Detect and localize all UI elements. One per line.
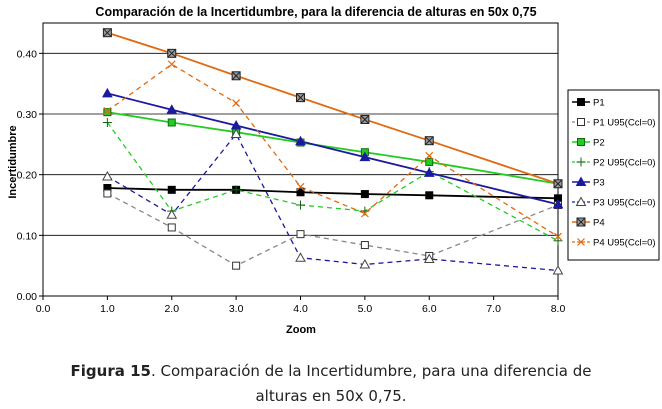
legend-label: P4 U95(Ccl=0) xyxy=(593,238,656,249)
x-tick-label: 2.0 xyxy=(164,303,179,315)
data-point-P2 xyxy=(103,108,112,117)
data-point-P4 xyxy=(167,48,177,58)
data-point-P4 U95(Ccl=0) xyxy=(425,151,434,160)
data-point-P3 U95(Ccl=0) xyxy=(295,252,306,262)
data-point-P3 xyxy=(359,151,371,162)
data-point-P4 xyxy=(424,136,434,146)
data-point-P2 U95(Ccl=0) xyxy=(553,236,563,246)
data-point-P2 U95(Ccl=0) xyxy=(231,185,241,195)
x-tick-label: 4.0 xyxy=(293,303,308,315)
x-tick-label: 8.0 xyxy=(551,303,566,315)
legend-marker xyxy=(577,118,585,126)
x-tick-label: 1.0 xyxy=(100,303,115,315)
legend-marker xyxy=(575,176,587,186)
data-point-P4 U95(Ccl=0) xyxy=(103,107,112,115)
data-point-P4 xyxy=(102,28,112,38)
y-axis-label: Incertidumbre xyxy=(7,125,19,198)
legend: P1 P1 U95(Ccl=0) P2 P2 U95(Ccl=0) P3 P3 U95(C… xyxy=(567,89,660,261)
caption-text-1: . Comparación de la Incertidumbre, para … xyxy=(150,362,592,380)
caption-label: Figura 15 xyxy=(70,362,151,380)
y-tick-label: 0.30 xyxy=(17,109,38,121)
data-point-P3 U95(Ccl=0) xyxy=(102,170,113,181)
data-point-P3 U95(Ccl=0) xyxy=(423,253,435,263)
legend-marker xyxy=(577,138,585,146)
data-point-P2 U95(Ccl=0) xyxy=(296,200,305,210)
data-point-P3 xyxy=(102,87,113,98)
data-point-P4 xyxy=(360,114,370,124)
plot-area xyxy=(42,22,559,297)
data-point-P1 U95(Ccl=0) xyxy=(103,189,112,198)
legend-label: P2 U95(Ccl=0) xyxy=(593,158,656,169)
data-point-P3 U95(Ccl=0) xyxy=(359,258,371,269)
y-tick-label: 0.20 xyxy=(17,170,38,182)
data-point-P1 xyxy=(360,190,369,199)
chart-title: Comparación de la Incertidumbre, para la… xyxy=(95,5,536,19)
legend-label: P3 xyxy=(593,178,605,189)
x-tick-label: 7.0 xyxy=(486,303,501,315)
data-point-P3 U95(Ccl=0) xyxy=(230,128,242,139)
caption-line-2: alturas en 50x 0,75. xyxy=(255,387,407,405)
y-tick-label: 0.00 xyxy=(17,291,38,303)
data-point-P1 xyxy=(425,191,434,200)
data-point-P1 U95(Ccl=0) xyxy=(360,241,369,250)
data-point-P3 xyxy=(552,198,564,209)
legend-label: P2 xyxy=(593,138,605,149)
legend-marker xyxy=(576,217,586,227)
data-point-P3 xyxy=(166,104,178,114)
data-point-P4 U95(Ccl=0) xyxy=(360,209,369,218)
legend-label: P4 xyxy=(593,218,605,229)
y-tick-label: 0.40 xyxy=(17,48,38,60)
x-tick-label: 3.0 xyxy=(229,303,244,315)
y-tick-label: 0.10 xyxy=(17,230,38,242)
data-point-P4 U95(Ccl=0) xyxy=(554,232,562,241)
data-point-P1 U95(Ccl=0) xyxy=(232,261,241,270)
data-point-P4 U95(Ccl=0) xyxy=(232,99,241,108)
data-point-P1 U95(Ccl=0) xyxy=(296,230,305,239)
legend-label: P1 U95(Ccl=0) xyxy=(593,118,656,129)
legend-label: P3 U95(Ccl=0) xyxy=(593,198,656,209)
data-point-P4 xyxy=(553,179,563,189)
data-point-P4 U95(Ccl=0) xyxy=(167,60,176,69)
legend-label: P1 xyxy=(593,98,605,109)
data-point-P3 xyxy=(295,135,306,146)
data-point-P2 U95(Ccl=0) xyxy=(102,117,112,127)
figure-caption: Figura 15. Comparación de la Incertidumb… xyxy=(0,359,662,409)
data-point-P3 xyxy=(423,167,435,177)
data-point-P4 xyxy=(296,93,305,103)
data-point-P2 xyxy=(425,157,434,166)
data-point-P1 xyxy=(167,185,176,194)
x-tick-label: 5.0 xyxy=(358,303,373,315)
legend-marker xyxy=(577,98,585,106)
x-tick-label: 0.0 xyxy=(36,303,51,315)
data-point-P1 xyxy=(296,188,305,197)
caption-line-1: Figura 15. Comparación de la Incertidumb… xyxy=(0,359,662,384)
data-point-P3 U95(Ccl=0) xyxy=(552,265,564,275)
data-point-P2 xyxy=(167,118,176,127)
chart: Comparación de la Incertidumbre, para la… xyxy=(7,5,660,336)
legend-marker xyxy=(576,157,586,167)
data-point-P4 U95(Ccl=0) xyxy=(296,182,305,191)
x-tick-label: 6.0 xyxy=(422,303,437,315)
legend-marker xyxy=(575,196,587,206)
x-axis-label: Zoom xyxy=(286,324,316,336)
data-point-P4 xyxy=(231,71,241,81)
data-point-P1 U95(Ccl=0) xyxy=(167,223,176,232)
legend-marker xyxy=(577,238,585,246)
legend-box xyxy=(567,89,660,261)
data-point-P3 U95(Ccl=0) xyxy=(166,209,178,219)
